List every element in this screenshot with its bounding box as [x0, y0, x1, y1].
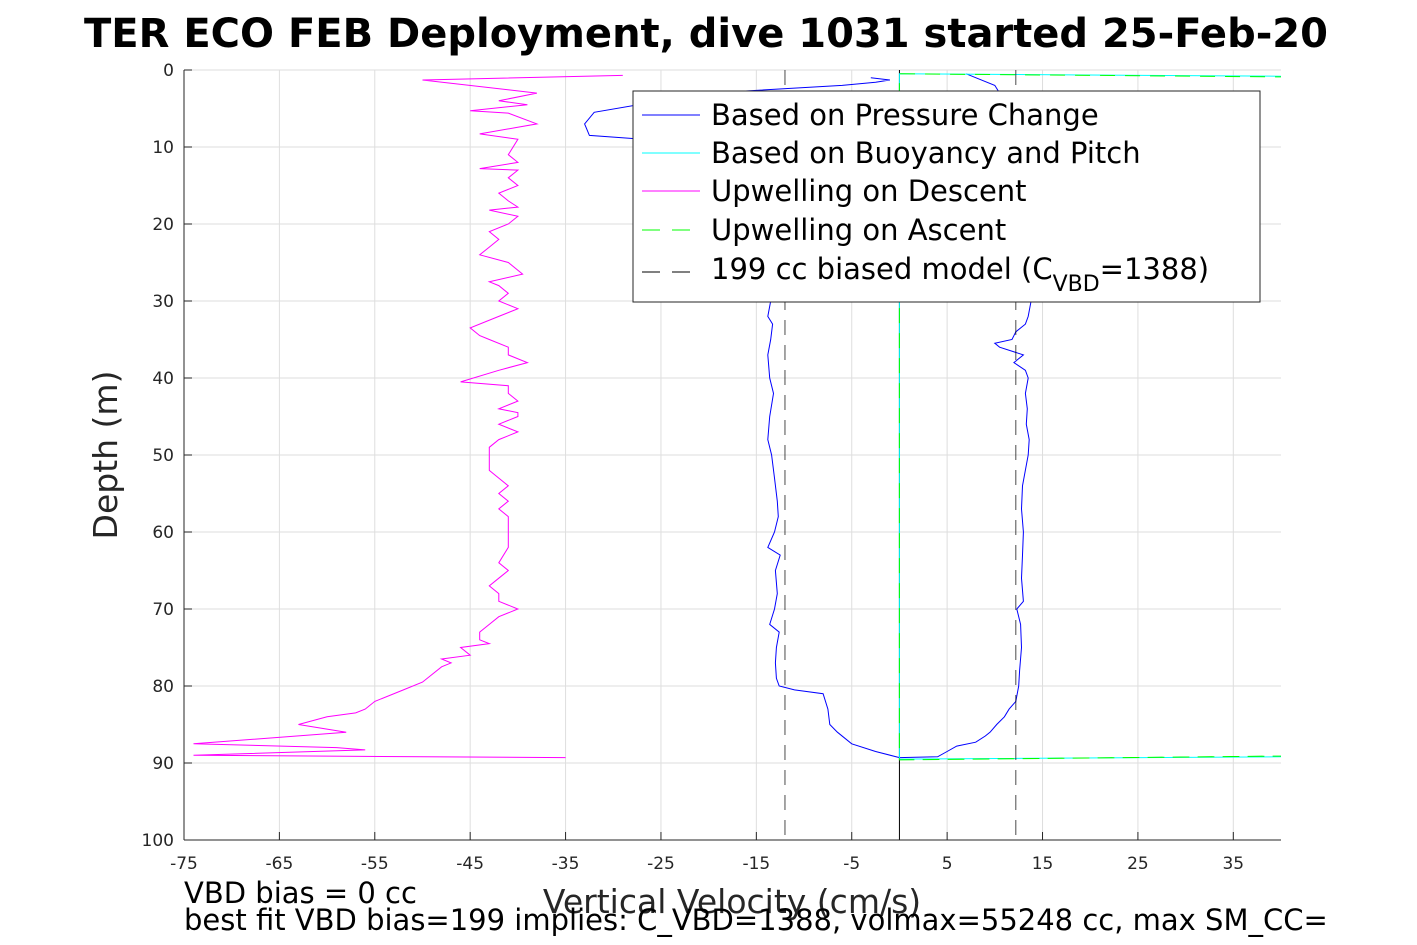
x-tick-label: 35	[1222, 854, 1244, 874]
legend-label-descent: Upwelling on Descent	[711, 174, 1027, 208]
legend: Based on Pressure Change Based on Buoyan…	[632, 90, 1261, 303]
y-tick-label: 50	[152, 446, 174, 466]
legend-model-subscript: VBD	[1053, 272, 1100, 297]
chart-title: TER ECO FEB Deployment, dive 1031 starte…	[84, 11, 1328, 57]
x-tick-labels: -75 -65 -55 -45 -35 -25 -15 -5 5 15 25 35	[170, 854, 1244, 874]
y-tick-label: 90	[152, 754, 174, 774]
y-tick-label: 80	[152, 677, 174, 697]
legend-box	[632, 90, 1261, 303]
x-tick-label: -55	[361, 854, 389, 874]
legend-label-model: 199 cc biased model (CVBD=1388)	[711, 252, 1209, 297]
footer-bestfit-note: best fit VBD bias=199 implies: C_VBD=138…	[184, 903, 1328, 937]
y-tick-label: 10	[152, 138, 174, 158]
x-tick-label: -65	[266, 854, 294, 874]
legend-model-suffix: =1388)	[1100, 252, 1209, 286]
y-tick-label: 100	[142, 831, 174, 851]
x-tick-label: 25	[1127, 854, 1149, 874]
y-tick-label: 70	[152, 600, 174, 620]
legend-label-buoyancy: Based on Buoyancy and Pitch	[711, 136, 1141, 170]
y-tick-label: 30	[152, 292, 174, 312]
y-tick-label: 60	[152, 523, 174, 543]
x-tick-label: -15	[742, 854, 770, 874]
series-2-line	[193, 74, 623, 759]
y-tick-labels: 0 10 20 30 40 50 60 70 80 90 100	[142, 61, 174, 851]
footer-bias-note: VBD bias = 0 cc	[184, 876, 417, 910]
y-tick-label: 20	[152, 215, 174, 235]
legend-label-pressure: Based on Pressure Change	[711, 98, 1099, 132]
x-tick-label: -45	[456, 854, 484, 874]
x-tick-label: -25	[647, 854, 675, 874]
x-tick-label: 5	[942, 854, 953, 874]
y-axis-label: Depth (m)	[86, 371, 125, 540]
series-0-line	[584, 73, 1032, 759]
series-3-line	[898, 73, 1282, 761]
legend-label-ascent: Upwelling on Ascent	[711, 213, 1006, 247]
y-tick-label: 0	[163, 61, 174, 81]
x-tick-label: 15	[1032, 854, 1054, 874]
y-tick-label: 40	[152, 369, 174, 389]
x-axis-label: Vertical Velocity (cm/s)	[543, 882, 921, 921]
x-tick-label: -5	[843, 854, 860, 874]
x-tick-label: -75	[170, 854, 198, 874]
legend-model-prefix: 199 cc biased model (C	[711, 252, 1053, 286]
x-tick-label: -35	[552, 854, 580, 874]
